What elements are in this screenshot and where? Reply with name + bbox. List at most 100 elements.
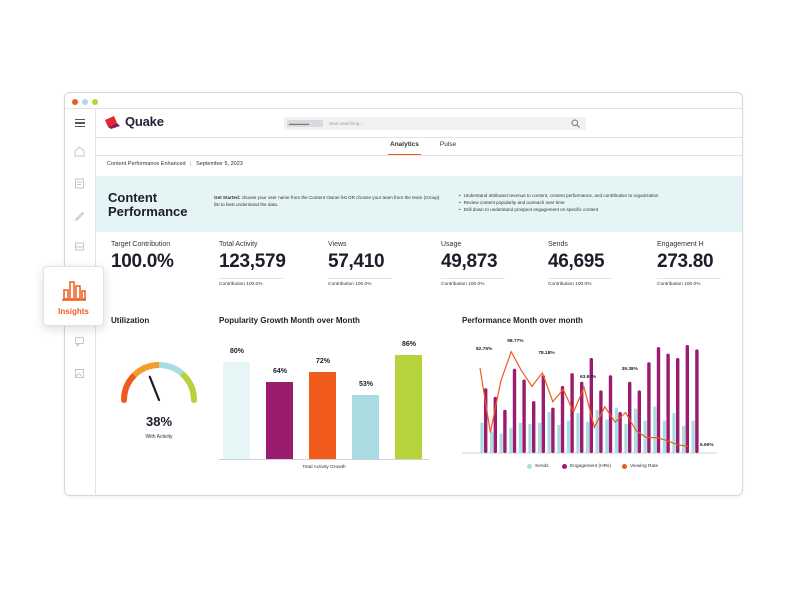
sends-bar[interactable] [653,406,657,453]
breadcrumb-date: September 5, 2023 [196,161,243,167]
sends-bar[interactable] [691,420,695,453]
engagement-bar[interactable] [560,386,565,453]
sends-bar[interactable] [528,423,532,453]
engagement-bar[interactable] [608,375,613,453]
pen-icon[interactable] [74,210,85,221]
popularity-bar[interactable] [266,381,293,459]
sends-bar[interactable] [672,413,676,453]
tab-pulse[interactable]: Pulse [439,141,457,148]
legend-sends: Sends [527,464,549,469]
sends-bar[interactable] [547,411,551,453]
banner-bullet: Drill down to understand prospect engage… [459,206,658,213]
engagement-bar[interactable] [618,411,622,453]
breadcrumb-report[interactable]: Content Performance Enhanced [107,161,186,167]
sends-bar[interactable] [509,428,513,453]
sends-bar[interactable] [538,422,542,453]
sends-bar[interactable] [490,431,494,453]
popularity-bar-label: 53% [358,380,373,388]
page-title: Content Performance [108,190,188,219]
engagement-bar[interactable] [589,357,593,453]
engagement-bar[interactable] [647,362,651,453]
engagement-bar[interactable] [666,353,670,453]
engagement-bar[interactable] [580,381,584,453]
sends-bar[interactable] [499,433,503,453]
performance-chart: 82.76% 98.77% 78.18% 63.92% 39.38% 6.60% [462,338,717,454]
sends-bar[interactable] [624,423,628,453]
image-icon[interactable] [74,368,85,379]
tab-bar: Analytics Pulse [388,141,456,156]
search-input[interactable]: Start searching... [329,121,364,126]
utilization-gauge [121,362,197,403]
search-bar[interactable]: ▬▬▬▬▬ Start searching... [284,117,586,130]
popularity-bar-label: 80% [229,348,244,356]
sends-bar[interactable] [557,424,561,453]
gauge-needle [148,375,161,402]
kpi-views: Views 57,410 Contribution 100.0% [328,241,428,287]
popularity-bar[interactable] [395,354,422,459]
popularity-bar[interactable] [223,362,250,459]
sends-bar[interactable] [566,420,570,453]
popularity-bar-label: 72% [315,357,330,365]
utilization-title: Utilization [111,316,150,325]
banner-bullets: Understand attributed revenue to content… [459,192,659,213]
close-dot[interactable] [72,99,78,105]
banner-bullet: Understand attributed revenue to content… [459,192,659,199]
engagement-bar[interactable] [676,357,680,453]
engagement-bar[interactable] [570,373,574,453]
minimize-dot[interactable] [82,99,88,105]
tab-analytics[interactable]: Analytics [388,141,421,156]
window-controls [72,99,98,105]
engagement-bar[interactable] [628,381,632,453]
viewing-rate-point-label: 6.60% [700,442,714,448]
engagement-bar[interactable] [541,375,545,453]
engagement-bar[interactable] [685,345,689,453]
popularity-bar[interactable] [309,371,336,459]
viewing-rate-point-label: 39.38% [622,366,639,372]
sends-bar[interactable] [586,421,590,453]
popularity-xlabel: Total Activity Growth [302,465,346,470]
engagement-bar[interactable] [512,368,517,453]
engagement-bar[interactable] [522,379,526,453]
breadcrumb: Content Performance Enhanced | September… [107,161,243,167]
sends-bar[interactable] [662,420,666,453]
app-name: Quake [125,114,164,129]
sends-bar[interactable] [614,407,618,453]
popularity-chart: 80% 64% 72% 53% 86% [219,337,429,461]
kpi-sends: Sends 46,695 Contribution 100.0% [548,241,648,287]
popularity-bar-label: 64% [272,367,287,375]
sends-bar[interactable] [605,419,609,453]
sends-bar[interactable] [682,426,686,453]
maximize-dot[interactable] [92,99,98,105]
banner-bullet: Review content popularity and outreach o… [459,199,658,206]
document-icon[interactable] [74,178,85,189]
sends-bar[interactable] [634,408,638,453]
engagement-bar[interactable] [599,390,603,453]
inbox-icon[interactable] [74,241,85,252]
popularity-bar-label: 86% [401,340,416,348]
engagement-bar[interactable] [551,407,555,453]
home-icon[interactable] [74,146,85,157]
kpi-usage: Usage 49,873 Contribution 100.0% [441,241,541,287]
chat-icon[interactable] [74,336,85,347]
engagement-bar[interactable] [695,349,699,453]
engagement-bar[interactable] [637,390,641,453]
search-scope-chip[interactable]: ▬▬▬▬▬ [287,120,323,127]
sends-bar[interactable] [518,422,522,453]
viewing-rate-point-label: 82.76% [476,346,493,352]
engagement-bar[interactable] [532,401,536,453]
search-icon[interactable] [571,119,580,128]
menu-icon[interactable] [75,119,85,128]
engagement-bar[interactable] [503,409,507,453]
app-logo[interactable]: Quake [105,114,164,129]
engagement-bar[interactable] [484,388,488,453]
sends-bar[interactable] [480,422,484,453]
kpi-engagement: Engagement H 273.80 Contribution 100.0% [657,241,737,287]
sends-bar[interactable] [595,409,599,453]
insights-nav-item[interactable]: Insights [43,266,104,326]
engagement-bar[interactable] [656,347,661,453]
gauge-lime-segment [180,372,197,403]
legend-engagement: Engagement (HRs) [562,464,611,469]
sends-bar[interactable] [576,413,580,453]
popularity-bar[interactable] [352,394,379,459]
legend-viewing-rate: Viewing Rate [622,464,658,469]
